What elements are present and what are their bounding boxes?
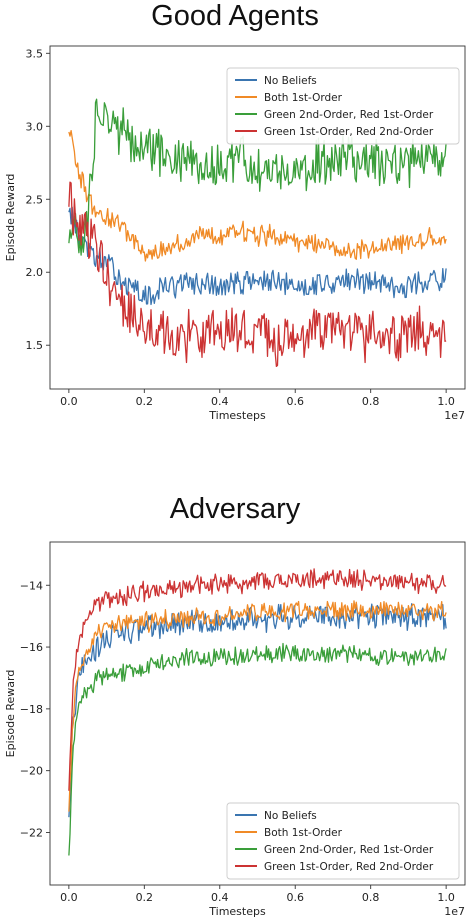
x-tick-label: 0.4 [211,395,229,408]
legend-label: Green 2nd-Order, Red 1st-Order [264,109,434,121]
chart-title-adversary: Adversary [169,493,301,525]
series-line-both-1st-order [68,600,447,812]
x-tick-label: 0.2 [136,395,154,408]
x-tick-label: 0.2 [136,891,154,904]
series-line-both-1st-order [68,129,447,262]
y-tick-label: −16 [20,641,43,654]
y-tick-label: 1.5 [26,339,44,352]
legend-label: Green 1st-Order, Red 2nd-Order [264,861,434,873]
y-tick-label: 2.0 [26,266,44,279]
x-tick-label: 0.6 [286,891,304,904]
legend-label: Both 1st-Order [264,92,343,104]
legend-box [226,802,460,880]
chart-good-agents: 0.0 0.2 0.4 0.6 0.8 1.0 1.5 2.0 2.5 3.0 3.5 Timeste… [4,45,466,422]
chart-title-good-agents: Good Agents [151,0,319,32]
x-tick-label: 0.6 [286,395,304,408]
series-line-no-beliefs [68,603,447,818]
y-tick-label: −18 [20,703,43,716]
x-tick-label: 1.0 [437,395,455,408]
chart-adversary: 0.0 0.2 0.4 0.6 0.8 1.0 −14 −16 −18 −20 −22 Timeste… [4,541,466,918]
series-line-green-2nd-order-red-1st-order [68,642,447,856]
x-tick-label: 0.0 [60,891,78,904]
y-tick-label: 3.5 [26,47,44,60]
y-tick-label: −14 [20,579,43,592]
y-axis-label: Episode Reward [4,174,17,262]
series-line-green-1st-order-red-2nd-order [68,181,447,368]
y-axis-label: Episode Reward [4,670,17,758]
series-line-green-1st-order-red-2nd-order [68,568,447,791]
y-tick-label: 2.5 [26,193,44,206]
x-axis-scale-label: 1e7 [444,905,465,918]
legend-label: No Beliefs [264,75,317,87]
series-line-no-beliefs [68,206,447,306]
legend-label: Both 1st-Order [264,827,343,839]
x-tick-label: 0.8 [362,891,380,904]
x-axis-scale-label: 1e7 [444,409,465,422]
legend-box [226,67,460,145]
y-tick-label: −22 [20,826,43,839]
legend-label: Green 2nd-Order, Red 1st-Order [264,844,434,856]
y-tick-label: 3.0 [26,120,44,133]
x-tick-label: 1.0 [437,891,455,904]
x-tick-label: 0.8 [362,395,380,408]
series-line-green-2nd-order-red-1st-order [68,98,447,256]
x-axis-label: Timesteps [208,409,266,422]
x-axis-label: Timesteps [208,905,266,918]
x-tick-label: 0.4 [211,891,229,904]
y-tick-label: −20 [20,765,43,778]
x-tick-label: 0.0 [60,395,78,408]
legend-label: Green 1st-Order, Red 2nd-Order [264,126,434,138]
legend-label: No Beliefs [264,810,317,822]
